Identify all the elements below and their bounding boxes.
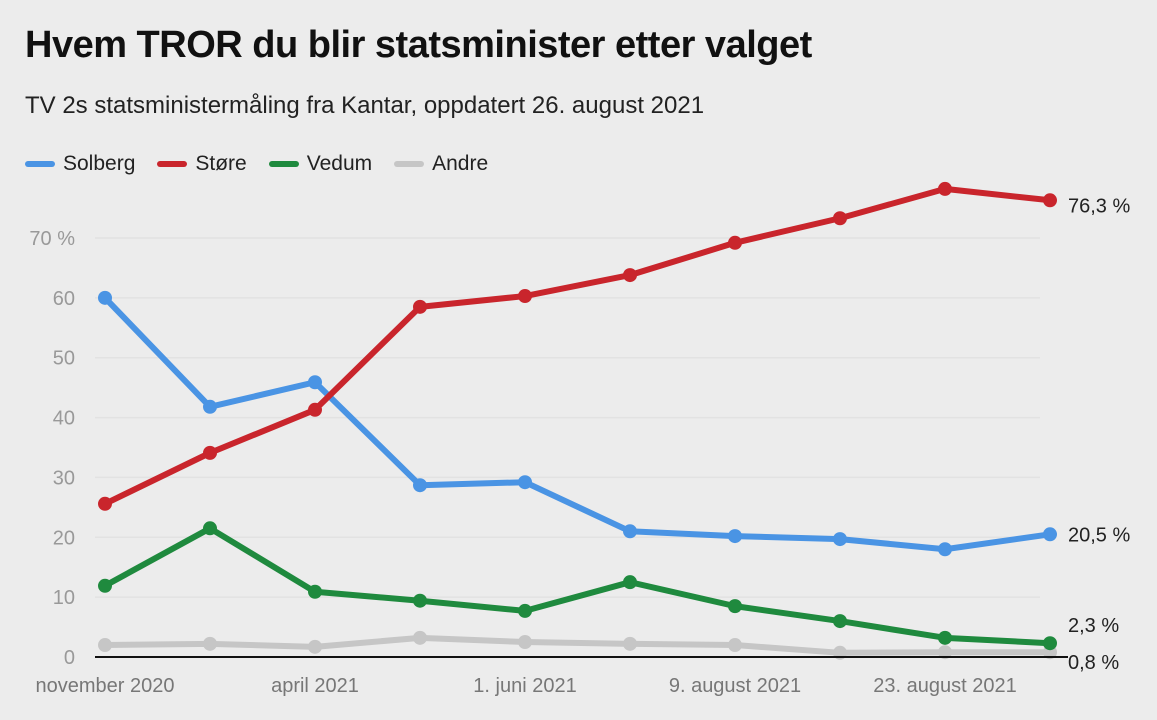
data-point-vedum: [518, 603, 532, 618]
data-point-vedum: [623, 575, 637, 590]
x-tick-label: 1. juni 2021: [473, 675, 576, 697]
series-line-andre: [102, 634, 1053, 656]
end-label-solberg: 20,5 %: [1068, 524, 1130, 546]
data-point-andre: [938, 645, 952, 660]
data-point-støre: [308, 402, 322, 417]
legend-label: Støre: [195, 152, 247, 175]
series-line-støre: [102, 185, 1053, 507]
legend-swatch: [394, 161, 425, 167]
y-tick-label: 40: [53, 408, 75, 430]
data-point-andre: [98, 638, 112, 653]
x-tick-label: 23. august 2021: [873, 675, 1016, 697]
chart-title: Hvem TROR du blir statsminister etter va…: [25, 24, 812, 66]
data-point-andre: [623, 636, 637, 651]
legend-label: Vedum: [306, 152, 373, 175]
data-point-vedum: [98, 578, 112, 593]
data-point-støre: [413, 299, 427, 314]
y-tick-label: 0: [64, 647, 75, 669]
data-point-støre: [518, 289, 532, 304]
data-point-andre: [518, 635, 532, 650]
data-point-vedum: [1043, 636, 1057, 651]
y-tick-label: 70 %: [29, 228, 75, 250]
end-label-andre: 0,8 %: [1068, 652, 1119, 674]
data-point-solberg: [308, 375, 322, 390]
legend-item-andre: Andre: [394, 152, 488, 176]
legend-label: Solberg: [63, 152, 136, 175]
legend-item-solberg: Solberg: [25, 152, 135, 176]
data-point-solberg: [938, 542, 952, 557]
legend-swatch: [268, 161, 299, 167]
x-tick-label: april 2021: [271, 675, 359, 697]
data-point-vedum: [938, 630, 952, 645]
data-point-andre: [728, 638, 742, 653]
data-point-støre: [1043, 193, 1057, 208]
data-point-solberg: [98, 290, 112, 305]
legend-swatch: [25, 161, 55, 167]
data-point-støre: [98, 496, 112, 511]
data-point-solberg: [203, 399, 217, 414]
data-point-vedum: [413, 593, 427, 608]
x-tick-label: november 2020: [36, 675, 175, 697]
y-tick-label: 50: [53, 348, 75, 370]
data-point-solberg: [1043, 527, 1057, 542]
y-tick-label: 10: [53, 587, 75, 609]
y-tick-label: 30: [53, 467, 75, 489]
data-point-støre: [203, 445, 217, 460]
data-point-vedum: [308, 584, 322, 599]
data-point-støre: [938, 181, 952, 196]
data-point-solberg: [728, 529, 742, 544]
y-tick-label: 20: [53, 527, 75, 549]
series-line-vedum: [102, 525, 1053, 647]
data-point-andre: [203, 636, 217, 651]
data-point-vedum: [728, 599, 742, 614]
x-tick-label: 9. august 2021: [669, 675, 801, 697]
data-point-støre: [623, 268, 637, 283]
data-point-solberg: [518, 475, 532, 490]
data-point-solberg: [833, 532, 847, 547]
data-point-vedum: [833, 614, 847, 629]
data-point-andre: [308, 639, 322, 654]
data-point-vedum: [203, 521, 217, 536]
chart-subtitle: TV 2s statsministermåling fra Kantar, op…: [25, 92, 705, 119]
legend: Solberg Støre Vedum Andre: [25, 152, 488, 176]
legend-label: Andre: [432, 152, 489, 175]
y-tick-label: 60: [53, 288, 75, 310]
end-label-støre: 76,3 %: [1068, 195, 1130, 217]
data-point-solberg: [413, 478, 427, 493]
data-point-solberg: [623, 524, 637, 539]
data-point-andre: [413, 630, 427, 645]
legend-swatch: [157, 161, 188, 167]
series-line-solberg: [102, 294, 1053, 553]
data-point-støre: [833, 211, 847, 226]
data-point-støre: [728, 235, 742, 250]
legend-item-støre: Støre: [157, 152, 247, 176]
legend-item-vedum: Vedum: [268, 152, 373, 176]
end-label-vedum: 2,3 %: [1068, 615, 1119, 637]
